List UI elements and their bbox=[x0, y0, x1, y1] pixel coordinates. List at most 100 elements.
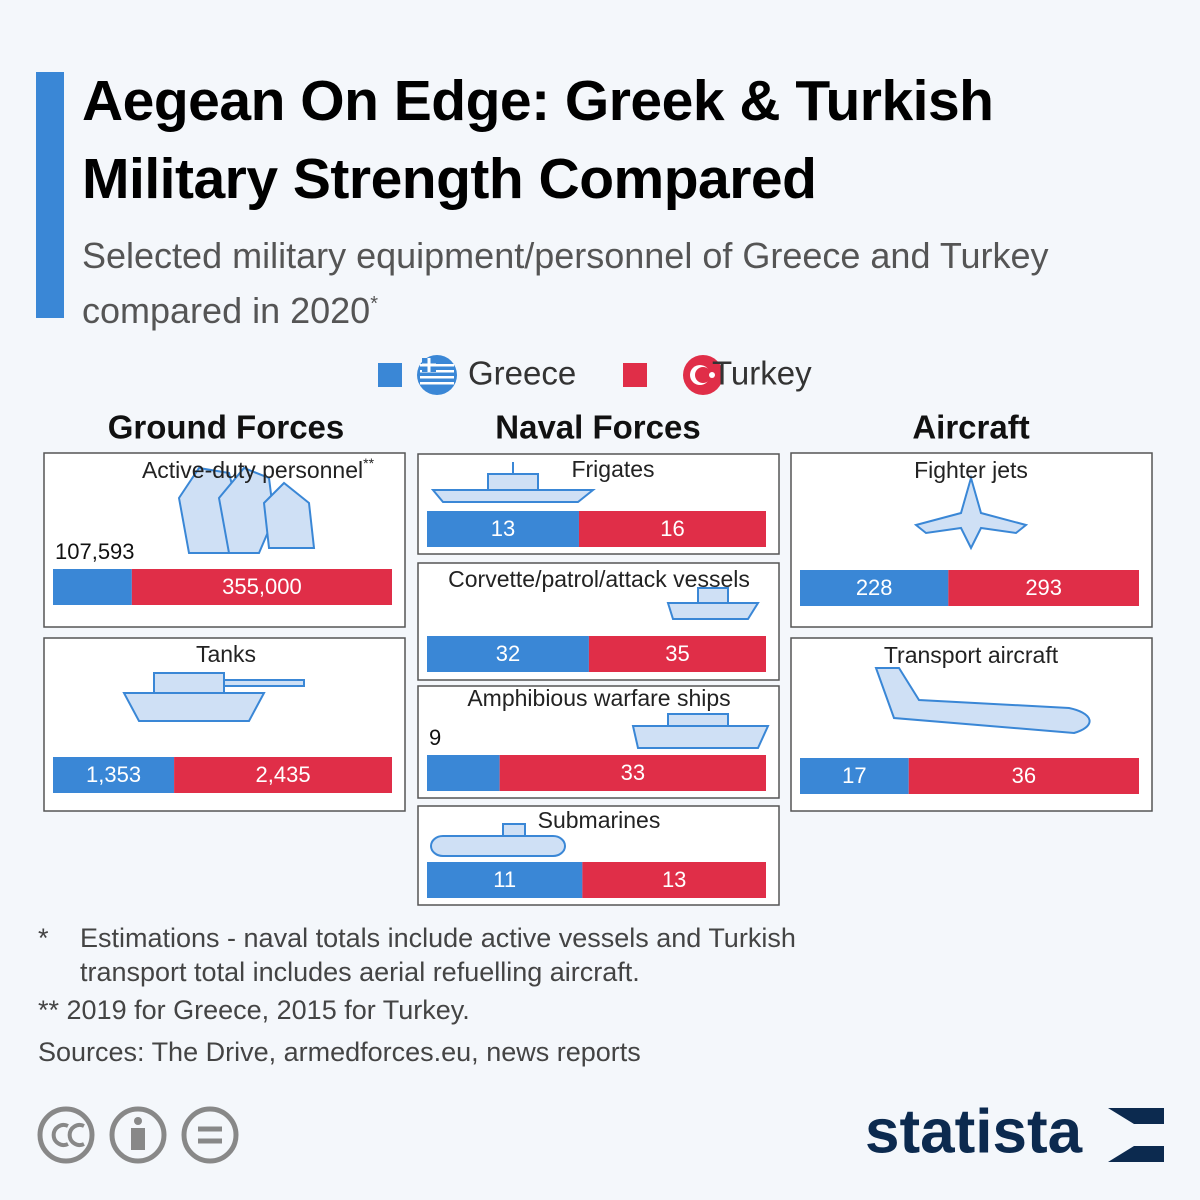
panel: Corvette/patrol/attack vessels 32 35 bbox=[417, 562, 780, 681]
section-title: Ground Forces bbox=[108, 409, 345, 446]
panel-box bbox=[417, 685, 780, 799]
panel: Transport aircraft 17 36 bbox=[790, 637, 1153, 812]
bar-segment bbox=[427, 755, 500, 791]
bar-segment bbox=[427, 862, 583, 898]
panel: Tanks 1,353 2,435 bbox=[43, 637, 406, 812]
icon bbox=[697, 587, 729, 604]
flag-stripe bbox=[420, 376, 454, 379]
footnote: ** 2019 for Greece, 2015 for Turkey. bbox=[38, 993, 470, 1027]
title: Aegean On Edge: Greek & Turkish Military… bbox=[82, 69, 994, 211]
panel-box bbox=[790, 637, 1153, 812]
value-label: 33 bbox=[621, 760, 645, 785]
bar-segment bbox=[427, 511, 579, 547]
value-label: 13 bbox=[662, 867, 686, 892]
brand-mark bbox=[1108, 1108, 1164, 1162]
value-label: 9 bbox=[429, 725, 441, 750]
panel-label-text: Transport aircraft bbox=[884, 642, 1059, 668]
bar-segment bbox=[800, 570, 949, 606]
value-label: 35 bbox=[665, 641, 689, 666]
bar-segment bbox=[174, 757, 392, 793]
subtitle-text: Selected military equipment/personnel of… bbox=[82, 235, 1049, 331]
value-label: 17 bbox=[842, 763, 866, 788]
legend-swatch bbox=[623, 363, 647, 387]
bar-segment bbox=[53, 757, 175, 793]
brand: statista bbox=[865, 1097, 1083, 1166]
icon bbox=[502, 823, 526, 837]
flag-moon bbox=[690, 365, 710, 385]
bar-segment bbox=[427, 636, 589, 672]
icon bbox=[430, 489, 596, 503]
legend-label: Turkey bbox=[712, 355, 812, 392]
icon bbox=[666, 602, 760, 620]
legend-label: Greece bbox=[468, 355, 576, 392]
section-title: Aircraft bbox=[912, 409, 1029, 446]
flag-stripe bbox=[420, 382, 454, 385]
flag-star bbox=[709, 372, 715, 378]
value-label: 107,593 bbox=[55, 539, 135, 564]
panel-box bbox=[43, 452, 406, 628]
panel-label-text: Corvette/patrol/attack vessels bbox=[448, 566, 750, 592]
value-label: 32 bbox=[496, 641, 520, 666]
panel-label-text: Amphibious warfare ships bbox=[467, 685, 730, 711]
flag-stripe bbox=[420, 370, 454, 373]
value-label: 2,435 bbox=[256, 762, 311, 787]
value-label: 36 bbox=[1012, 763, 1036, 788]
panel: Submarines 11 13 bbox=[417, 805, 780, 906]
panel: Fighter jets 228 293 bbox=[790, 452, 1153, 628]
icon bbox=[874, 667, 1091, 735]
flag-cross bbox=[422, 358, 436, 372]
bar-segment bbox=[948, 570, 1139, 606]
icon bbox=[430, 835, 566, 857]
icon bbox=[913, 474, 1029, 551]
value-label: 228 bbox=[856, 575, 893, 600]
footnote-mark: * bbox=[38, 923, 49, 953]
flag-cross bbox=[422, 358, 436, 372]
cc-icons bbox=[37, 1106, 239, 1164]
panel: Amphibious warfare ships 9 33 bbox=[417, 685, 780, 799]
legend-flag bbox=[683, 355, 723, 395]
section-title: Naval Forces bbox=[495, 409, 700, 446]
legend-swatch bbox=[378, 363, 402, 387]
subtitle-note: * bbox=[370, 293, 378, 315]
icon bbox=[177, 466, 241, 554]
bar-segment bbox=[131, 569, 392, 605]
icon bbox=[223, 679, 305, 687]
panel-box bbox=[790, 452, 1153, 628]
footnote-mark: ** bbox=[38, 995, 60, 1025]
panel-label-text: Fighter jets bbox=[914, 457, 1028, 483]
icon bbox=[631, 725, 770, 749]
bar-segment bbox=[578, 511, 766, 547]
bar-segment bbox=[908, 758, 1139, 794]
source: Sources: The Drive, armedforces.eu, news… bbox=[38, 1037, 641, 1067]
flag-moon bbox=[695, 367, 711, 383]
icon bbox=[217, 466, 276, 554]
footnote-text: 2019 for Greece, 2015 for Turkey. bbox=[66, 995, 470, 1025]
bar-segment bbox=[53, 569, 132, 605]
panel-box bbox=[417, 453, 780, 555]
value-label: 11 bbox=[493, 867, 516, 892]
icon bbox=[487, 473, 539, 491]
panel: Frigates 13 16 bbox=[417, 453, 780, 555]
subtitle: Selected military equipment/personnel of… bbox=[82, 232, 1082, 335]
value-label: 16 bbox=[660, 516, 684, 541]
panel-label: Fighter jets bbox=[914, 457, 1028, 483]
panel-label-text: Active-duty personnel bbox=[142, 457, 363, 483]
panel-box bbox=[43, 637, 406, 812]
bar-segment bbox=[800, 758, 909, 794]
icon bbox=[122, 692, 266, 722]
accent-bar bbox=[36, 72, 64, 318]
icon bbox=[262, 481, 316, 549]
panel-label-text: Submarines bbox=[538, 807, 661, 833]
panel: Active-duty personnel** 107,593 355,000 bbox=[43, 452, 406, 628]
panel-label: Active-duty personnel** bbox=[142, 455, 375, 483]
panel-label: Frigates bbox=[571, 456, 654, 482]
footnote: * Estimations - naval totals include acti… bbox=[38, 921, 898, 989]
icon bbox=[153, 672, 225, 694]
value-label: 293 bbox=[1025, 575, 1062, 600]
panel-label-text: Frigates bbox=[571, 456, 654, 482]
bar-segment bbox=[499, 755, 766, 791]
icon bbox=[667, 713, 729, 727]
panel-label: Transport aircraft bbox=[884, 642, 1059, 668]
bar-segment bbox=[582, 862, 766, 898]
panel-label: Submarines bbox=[538, 807, 661, 833]
